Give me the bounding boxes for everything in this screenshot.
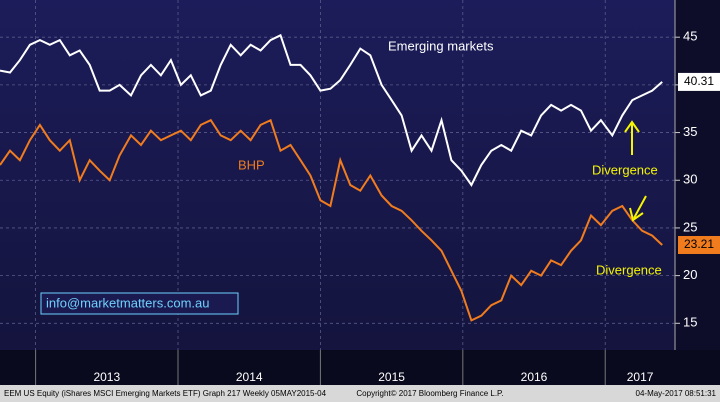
watermark-box (40, 292, 239, 315)
y-tick-label: 25 (683, 219, 697, 234)
annotation: Divergence (592, 162, 658, 177)
footer-text: EEM US Equity (iShares MSCI Emerging Mar… (4, 389, 327, 398)
y-tick-label: 35 (683, 124, 697, 139)
arrow-head (624, 120, 640, 133)
footer-text: Copyright© 2017 Bloomberg Finance L.P. (356, 389, 503, 398)
x-tick-label: 2014 (236, 370, 263, 384)
series-line (0, 33, 663, 187)
y-axis-area (675, 0, 720, 350)
series-line (0, 118, 663, 322)
arrow-head (629, 207, 644, 222)
y-tick-label: 20 (683, 267, 697, 282)
arrow (633, 195, 647, 219)
series-label: Emerging markets (388, 38, 494, 53)
annotation: Divergence (596, 262, 662, 277)
x-tick-label: 2013 (93, 370, 120, 384)
footer-text: 04-May-2017 08:51:31 (636, 389, 717, 398)
x-axis-area (0, 350, 720, 385)
x-tick-label: 2016 (521, 370, 548, 384)
last-value-label: 23.21 (684, 237, 714, 251)
footer-bar (0, 385, 720, 402)
y-tick-label: 45 (683, 29, 697, 44)
last-value-box (678, 72, 720, 91)
x-tick-label: 2017 (627, 370, 654, 384)
last-value-label: 40.31 (684, 74, 714, 88)
y-tick-label: 30 (683, 172, 697, 187)
series-label: BHP (238, 157, 265, 172)
watermark: info@marketmatters.com.au (46, 295, 209, 310)
x-tick-label: 2015 (378, 370, 405, 384)
last-value-box (678, 236, 720, 254)
y-tick-label: 15 (683, 315, 697, 330)
